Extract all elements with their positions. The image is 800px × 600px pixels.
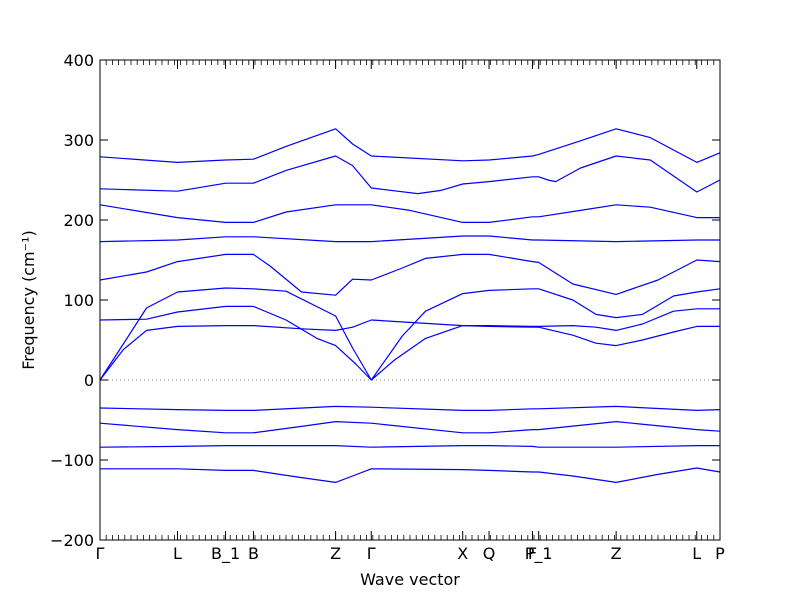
y-tick-label: −100 [50, 451, 94, 470]
band-line-12 [99, 128, 721, 163]
x-tick-label: B [248, 544, 259, 563]
band-line-11 [99, 155, 721, 195]
x-tick-label: P_1 [525, 544, 553, 564]
x-tick-label: P [715, 544, 725, 563]
series-layer [99, 128, 721, 483]
band-line-3 [99, 421, 721, 434]
y-tick-label: −200 [50, 531, 94, 550]
x-tick-label: X [457, 544, 468, 563]
band-line-6 [99, 305, 720, 381]
x-tick-label: L [692, 544, 701, 563]
y-tick-label: 0 [84, 371, 94, 390]
y-axis-label: Frequency (cm⁻¹) [19, 230, 38, 369]
band-line-7 [99, 287, 721, 381]
band-line-2 [99, 445, 720, 448]
band-line-1 [100, 467, 721, 483]
y-tick-label: 300 [63, 131, 94, 150]
x-tick-label: Γ [96, 544, 105, 563]
x-tick-label: B_1 [211, 544, 240, 564]
band-line-10 [99, 204, 720, 223]
y-tick-layer: −200 −100 0 100 200 300 400 [50, 51, 720, 550]
plot-area-frame [99, 59, 721, 541]
x-axis-label: Wave vector [360, 570, 460, 589]
x-tick-label: Q [483, 544, 496, 563]
x-tick-label: Γ [367, 544, 376, 563]
band-line-4 [99, 405, 721, 411]
band-line-9 [99, 235, 720, 243]
x-tick-label: F [528, 544, 537, 563]
x-tick-label: Z [330, 544, 341, 563]
x-tick-label: Z [611, 544, 622, 563]
y-tick-label: 100 [63, 291, 94, 310]
y-tick-label: 400 [63, 51, 94, 70]
x-tick-label: L [173, 544, 182, 563]
y-tick-label: 200 [63, 211, 94, 230]
band-line-8 [99, 253, 721, 296]
